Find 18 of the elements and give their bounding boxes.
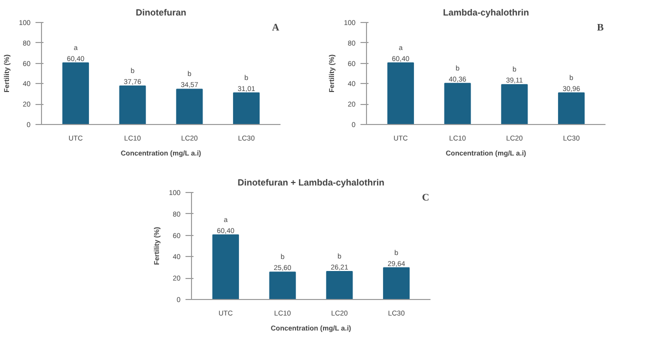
chart-title: Lambda-cyhalothrin [442, 8, 530, 18]
bar [119, 85, 146, 124]
annotation: A [272, 22, 280, 34]
chart-title: Dinotefuran + Lambda-cyhalothrin [238, 178, 384, 188]
bar [62, 62, 89, 124]
bar [176, 88, 203, 124]
bar [269, 272, 296, 300]
bar [501, 84, 528, 124]
annotation: B [596, 22, 604, 34]
chart-title: Dinotefuran [136, 8, 186, 18]
bar [212, 234, 239, 300]
bar [326, 270, 353, 300]
bar [233, 92, 260, 124]
bar [383, 267, 410, 300]
bar [444, 82, 471, 124]
bar [558, 92, 585, 124]
annotation: C [422, 192, 430, 204]
bar [387, 62, 414, 124]
